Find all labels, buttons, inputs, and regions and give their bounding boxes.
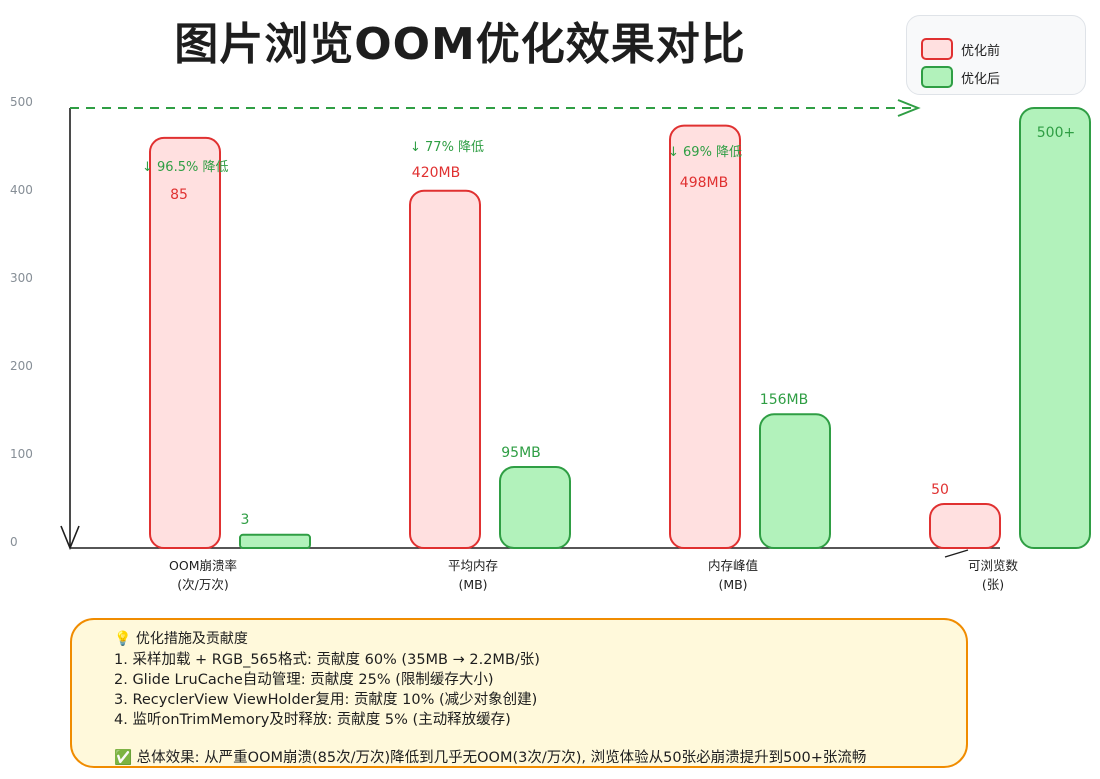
- legend: 优化前 优化后: [906, 15, 1086, 95]
- x-tick-label-unit: (张): [982, 577, 1004, 592]
- x-tick-label: 可浏览数: [968, 558, 1019, 573]
- y-tick-label: 0: [10, 535, 18, 549]
- data-label-before: 50: [931, 482, 949, 498]
- bar-before: [149, 136, 221, 549]
- x-tick-label: 内存峰值: [708, 558, 758, 573]
- lightbulb-icon: 💡: [114, 631, 132, 647]
- note-item: 1. 采样加载 + RGB_565格式: 贡献度 60% (35MB → 2.2…: [114, 652, 540, 668]
- note-item: 4. 监听onTrimMemory及时释放: 贡献度 5% (主动释放缓存): [114, 712, 511, 728]
- note-item: 3. RecyclerView ViewHolder复用: 贡献度 10% (减…: [114, 692, 538, 708]
- bar-chart: 0 100 200 300 400 500 OOM崩溃率 (次/万次) 平均内存 (MB) 内存峰值…: [10, 15, 1091, 592]
- y-tick-label: 500: [10, 95, 33, 109]
- legend-swatch-after: [921, 66, 953, 88]
- legend-swatch-before: [921, 38, 953, 60]
- annotation-reduction: ↓ 96.5% 降低: [142, 160, 228, 175]
- x-tick-label-unit: (MB): [458, 577, 487, 592]
- data-label-after: 156MB: [760, 392, 808, 408]
- note-summary: ✅ 总体效果: 从严重OOM崩溃(85次/万次)降低到几乎无OOM(3次/万次)…: [114, 750, 867, 766]
- legend-label-before: 优化前: [961, 43, 1001, 59]
- data-label-after: 95MB: [501, 445, 541, 461]
- bar-before: [929, 503, 1001, 549]
- limit-line-arrow: [897, 99, 921, 117]
- bar-after: [499, 466, 571, 550]
- bar-before: [409, 189, 481, 549]
- bar-after: [239, 533, 311, 549]
- note-item: 2. Glide LruCache自动管理: 贡献度 25% (限制缓存大小): [114, 672, 494, 688]
- annotation-reduction: ↓ 77% 降低: [410, 140, 484, 155]
- data-label-after: 3: [241, 512, 250, 528]
- data-label-before: 85: [170, 187, 188, 203]
- legend-item-after: 优化后: [921, 66, 1000, 88]
- note-heading-text: 优化措施及贡献度: [135, 631, 248, 647]
- data-label-before: 420MB: [412, 165, 460, 181]
- data-label-after: 500+: [1037, 125, 1075, 141]
- y-tick-label: 400: [10, 183, 33, 197]
- bar-after: [1019, 107, 1091, 549]
- legend-label-after: 优化后: [961, 71, 1001, 87]
- y-tick-label: 100: [10, 447, 33, 461]
- x-tick-label-unit: (次/万次): [177, 577, 228, 592]
- chart-title: 图片浏览OOM优化效果对比: [174, 19, 746, 70]
- note-heading: 💡 优化措施及贡献度: [114, 628, 248, 648]
- legend-item-before: 优化前: [921, 38, 1000, 60]
- x-tick-label: 平均内存: [448, 558, 498, 573]
- y-tick-label: 200: [10, 359, 33, 373]
- x-tick-label: OOM崩溃率: [169, 558, 237, 573]
- optimization-note: 💡 优化措施及贡献度 1. 采样加载 + RGB_565格式: 贡献度 60% …: [70, 618, 968, 768]
- y-tick-label: 300: [10, 271, 33, 285]
- bar-after: [759, 413, 831, 549]
- annotation-reduction: ↓ 69% 降低: [668, 145, 742, 160]
- data-label-before: 498MB: [680, 175, 728, 191]
- x-tick-label-unit: (MB): [718, 577, 747, 592]
- bar-before: [669, 124, 741, 549]
- x-axis-tick: [944, 549, 969, 558]
